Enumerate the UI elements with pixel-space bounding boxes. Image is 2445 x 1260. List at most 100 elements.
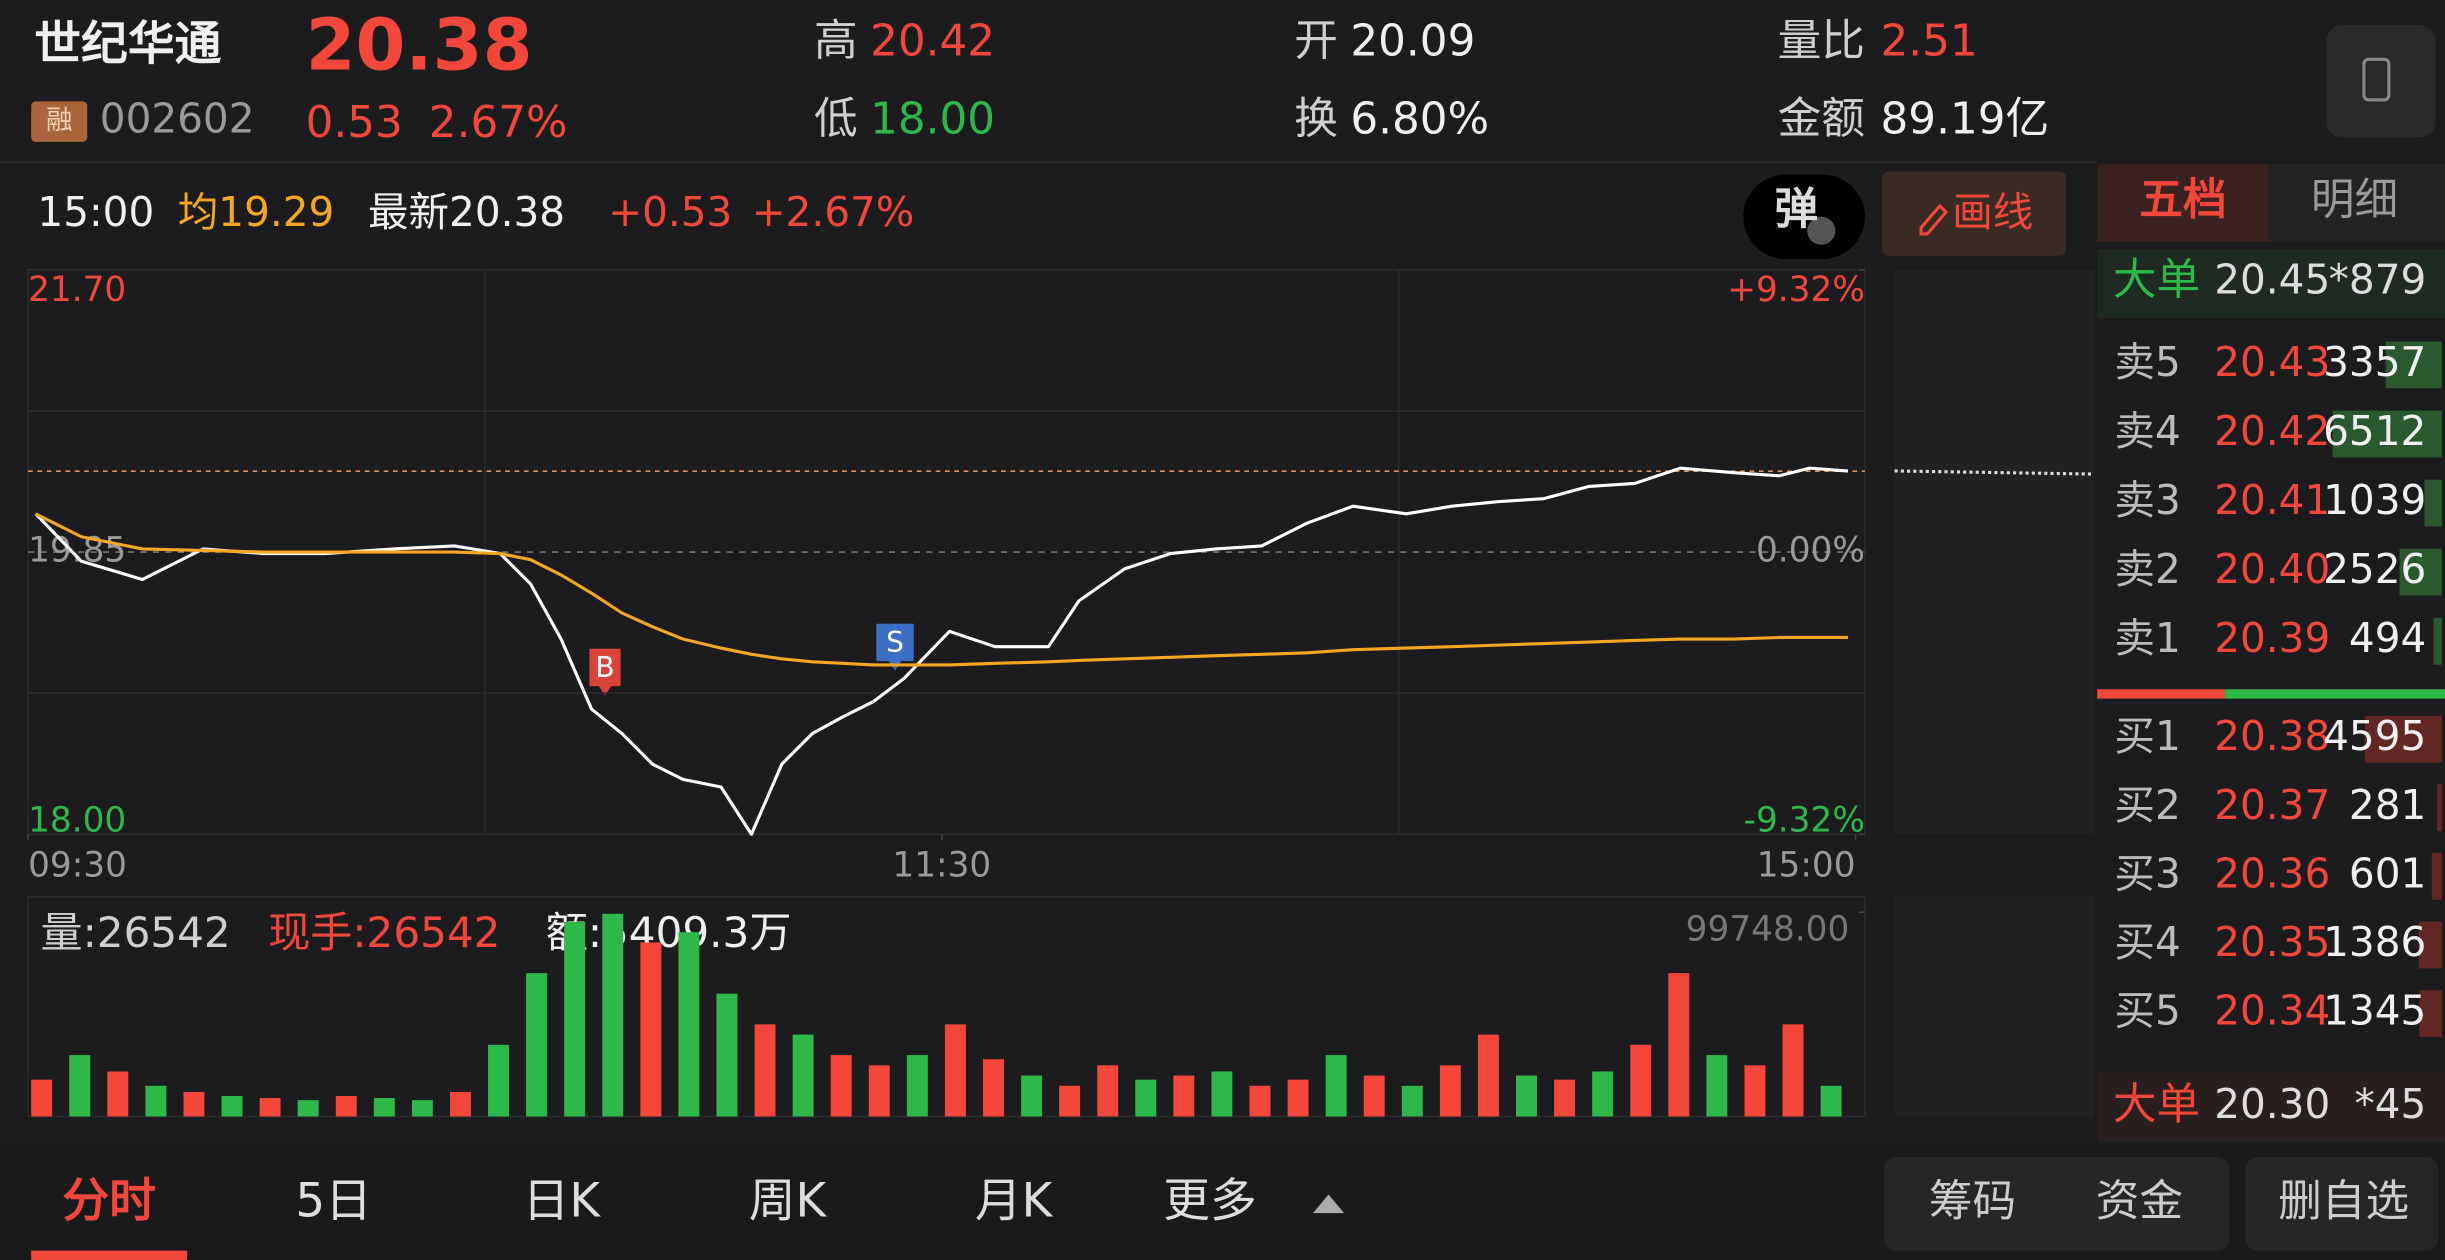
- x-tick-label: 11:30: [892, 846, 991, 886]
- bottom-tab[interactable]: 周K: [749, 1174, 828, 1228]
- book-price: 20.35: [2214, 918, 2330, 966]
- volume-label: 额:5409.3万: [546, 908, 792, 957]
- action-button[interactable]: 删自选: [2278, 1176, 2409, 1227]
- book-tab[interactable]: 五档: [2139, 175, 2226, 226]
- volume-bar: [411, 1100, 433, 1117]
- book-qty: 1386: [2323, 918, 2426, 966]
- qty-bar: [2364, 715, 2442, 763]
- device-button[interactable]: [2326, 24, 2436, 138]
- big-order-label: 大单: [2113, 1079, 2200, 1130]
- book-price: 20.38: [2214, 712, 2330, 760]
- x-tick-label: 15:00: [1757, 846, 1856, 886]
- popup-label[interactable]: 弹: [1774, 184, 1818, 235]
- qty-bar: [2433, 617, 2442, 665]
- bottom-tab[interactable]: 分时: [62, 1174, 156, 1228]
- big-order-row: [2097, 249, 2445, 319]
- change-pct: 2.67%: [429, 97, 568, 148]
- popup-button[interactable]: [1743, 174, 1865, 259]
- stat-value: 18.00: [870, 94, 995, 145]
- big-order-label: 大单: [2113, 254, 2200, 305]
- volume-bar: [297, 1100, 319, 1117]
- sell-marker-text: S: [886, 626, 904, 659]
- qty-bar: [2424, 479, 2442, 527]
- volume-bar: [640, 942, 662, 1117]
- volume-bar: [1135, 1079, 1157, 1117]
- book-tab[interactable]: 明细: [2311, 175, 2398, 226]
- change: 0.53: [306, 97, 403, 148]
- y2-tick-label: 0.00%: [1756, 531, 1865, 571]
- qty-bar: [2385, 341, 2442, 389]
- bottom-tab[interactable]: 更多: [1163, 1174, 1257, 1228]
- book-price: 20.41: [2214, 476, 2330, 524]
- stock-code: 002602: [100, 95, 255, 143]
- book-label: 买1: [2114, 712, 2180, 760]
- stock-name: 世纪华通: [34, 17, 221, 71]
- y-tick-label: 18.00: [28, 800, 126, 840]
- book-label: 买2: [2114, 781, 2180, 829]
- book-label: 买3: [2114, 849, 2180, 897]
- draw-label[interactable]: 画线: [1952, 188, 2033, 236]
- bottom-tab[interactable]: 月K: [975, 1174, 1054, 1228]
- action-group: [2245, 1157, 2439, 1251]
- volume-bar: [678, 932, 700, 1117]
- action-group: [1883, 1157, 2230, 1251]
- big-order-row: [2097, 1072, 2445, 1142]
- stat-value: 89.19亿: [1881, 94, 2050, 145]
- qty-bar: [2419, 990, 2442, 1037]
- volume-bar: [1211, 1071, 1233, 1117]
- volume-bar: [449, 1091, 471, 1117]
- volume-bar: [1820, 1085, 1842, 1117]
- tab-indicator: [31, 1250, 188, 1260]
- book-qty: 601: [2349, 849, 2426, 897]
- popup-badge: [1807, 216, 1836, 245]
- volume-bar: [221, 1096, 243, 1117]
- preview-line: [1894, 469, 2095, 476]
- preview-volume-panel: [1894, 896, 2095, 1117]
- volume-bar: [335, 1096, 357, 1117]
- average-line: [35, 512, 1848, 667]
- qty-bar: [2431, 852, 2442, 900]
- more-arrow: [1312, 1194, 1345, 1214]
- volume-label: 现手:26542: [268, 908, 500, 957]
- price-line: [34, 466, 1849, 836]
- volume-bar: [868, 1065, 890, 1117]
- qty-bar: [2332, 410, 2442, 458]
- buy-marker: [589, 648, 621, 696]
- book-label: 买4: [2114, 918, 2180, 966]
- latest-change: +0.53: [608, 188, 732, 236]
- volume-bar: [1744, 1065, 1766, 1117]
- preview-panel: [1894, 269, 2095, 835]
- volume-bar: [906, 1055, 928, 1117]
- volume-bar: [1021, 1075, 1043, 1117]
- volume-bar: [564, 921, 586, 1117]
- device-icon: [2362, 57, 2391, 102]
- volume-bar: [1401, 1085, 1423, 1117]
- tag-badge: [31, 101, 88, 142]
- time: 15:00: [37, 188, 154, 236]
- book-qty: 6512: [2323, 407, 2426, 455]
- stat-value: 20.09: [1350, 16, 1475, 67]
- ratio-bar-sell: [2225, 689, 2445, 699]
- volume-bar: [1363, 1075, 1385, 1117]
- stat-label: 高: [814, 16, 858, 67]
- volume-label: 量:26542: [41, 908, 231, 957]
- book-label: 卖4: [2114, 407, 2180, 455]
- latest-price: 最新20.38: [368, 188, 565, 236]
- qty-bar: [2399, 548, 2442, 596]
- action-button[interactable]: 筹码: [1929, 1176, 2016, 1227]
- x-tick-label: 09:30: [28, 846, 127, 886]
- bottom-tab[interactable]: 5日: [295, 1174, 372, 1228]
- stat-label: 开: [1294, 16, 1338, 67]
- volume-bar: [373, 1098, 395, 1117]
- book-label: 卖3: [2114, 476, 2180, 524]
- y-tick-label: 19.85: [28, 531, 126, 571]
- book-label: 卖2: [2114, 545, 2180, 593]
- volume-bar: [1287, 1079, 1309, 1117]
- action-button[interactable]: 资金: [2096, 1176, 2183, 1227]
- big-order-price: 20.30: [2214, 1080, 2330, 1128]
- book-price: 20.40: [2214, 545, 2330, 593]
- book-label: 买5: [2114, 987, 2180, 1035]
- bottom-tab[interactable]: 日K: [523, 1174, 602, 1228]
- volume-bar: [1439, 1065, 1461, 1117]
